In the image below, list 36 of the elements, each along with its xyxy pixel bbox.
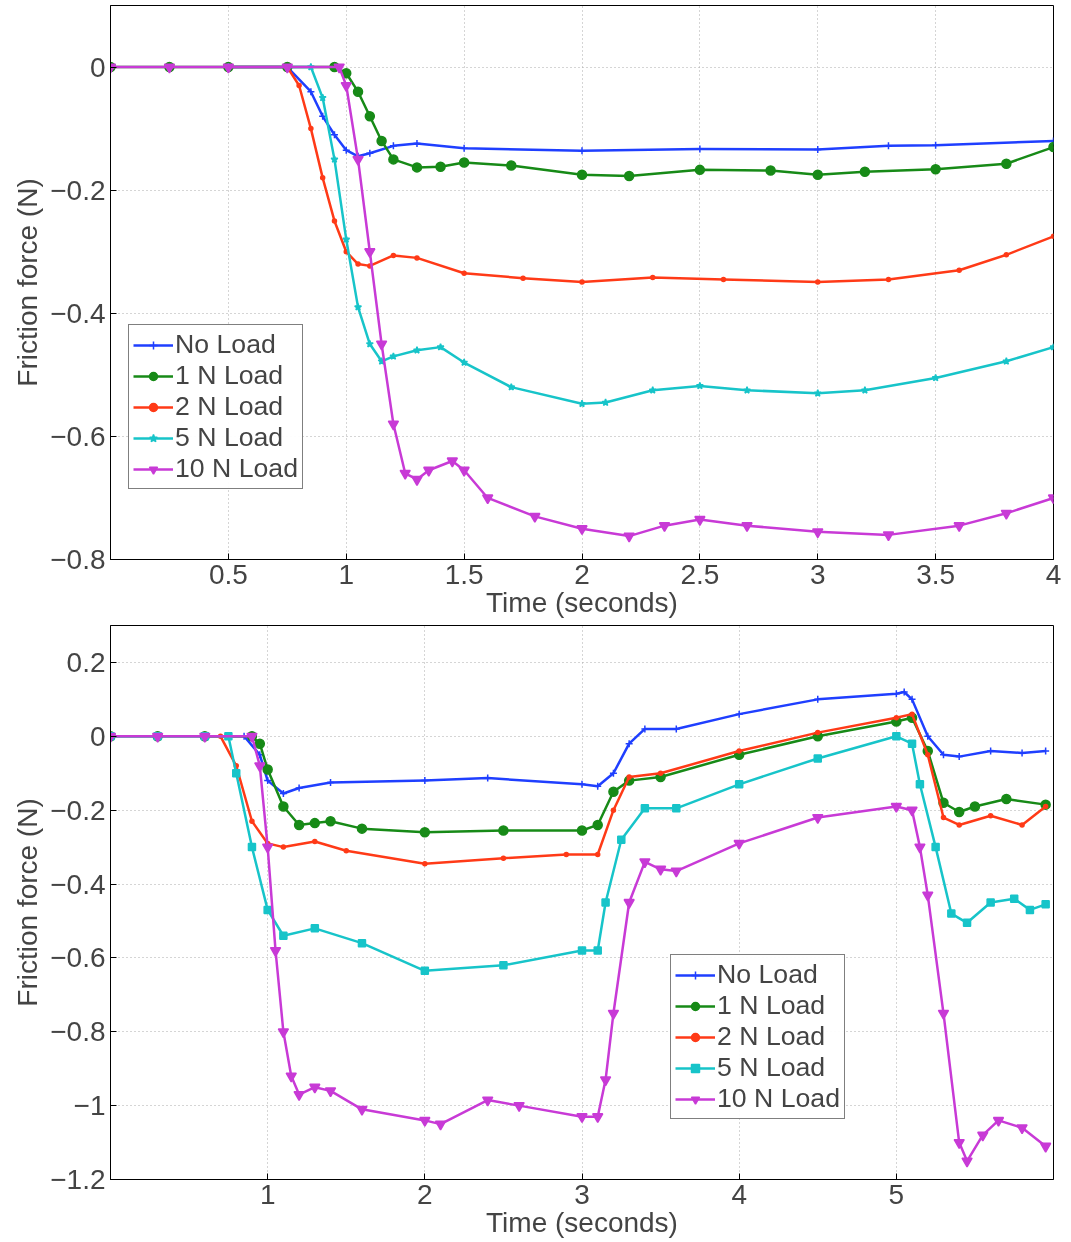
x-tick-label: 4 (1045, 558, 1062, 590)
y-axis-title: Friction force (N) (12, 798, 44, 1007)
x-tick-label: 3.5 (916, 558, 956, 590)
y-tick-label: 0 (89, 51, 106, 83)
y-tick-label: 0 (89, 720, 106, 752)
y-tick-label: 0.2 (66, 646, 106, 678)
legend-label: No Load (175, 329, 276, 360)
legend-label: 2 N Load (175, 391, 284, 422)
y-tick-label: −0.8 (50, 544, 106, 575)
x-tick-label: 5 (888, 1178, 905, 1210)
y-tick-label: −1 (73, 1090, 106, 1122)
x-tick-label: 0.5 (208, 558, 248, 590)
x-tick-label: 1 (259, 1178, 276, 1210)
y-tick-label: −0.2 (50, 174, 106, 206)
y-tick-label: −1.2 (50, 1164, 106, 1195)
y-tick-label: −0.4 (50, 297, 106, 329)
x-tick-label: 1 (338, 558, 355, 590)
y-tick-label: −0.6 (50, 420, 106, 452)
y-axis-title: Friction force (N) (12, 178, 44, 387)
y-tick-label: −0.8 (50, 1016, 106, 1048)
legend-label: 10 N Load (175, 453, 299, 484)
x-tick-label: 2.5 (680, 558, 720, 590)
legend-label: 1 N Load (717, 990, 826, 1021)
legend-label: 2 N Load (717, 1021, 826, 1052)
legend-label: 1 N Load (175, 360, 284, 391)
legend-label: No Load (717, 959, 818, 990)
y-tick-label: −0.6 (50, 942, 106, 974)
legend-label: 10 N Load (717, 1083, 841, 1114)
y-tick-label: −0.2 (50, 794, 106, 826)
x-tick-label: 3 (809, 558, 826, 590)
legend-label: 5 N Load (717, 1052, 826, 1083)
y-tick-label: −0.4 (50, 868, 106, 900)
x-tick-label: 4 (731, 1178, 747, 1210)
x-tick-label: 1.5 (444, 558, 484, 590)
x-tick-label: 2 (417, 1178, 433, 1210)
legend-label: 5 N Load (175, 422, 284, 453)
